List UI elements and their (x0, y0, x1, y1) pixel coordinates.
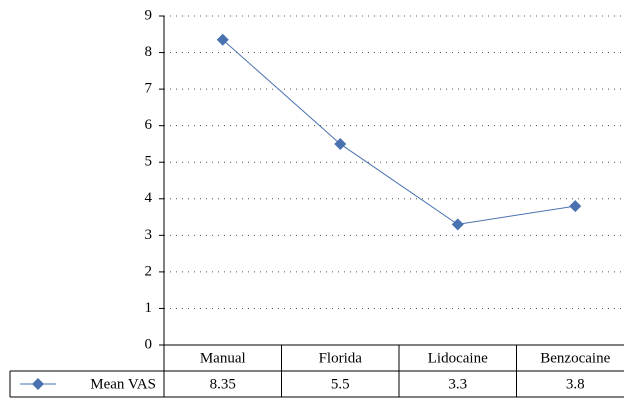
table-value: 3.3 (448, 376, 467, 392)
x-tick-label: Manual (200, 350, 246, 366)
series-line (222, 39, 576, 225)
marker (334, 137, 347, 150)
marker (569, 200, 582, 213)
x-tick-label: Lidocaine (428, 350, 488, 366)
y-tick-label: 2 (145, 263, 153, 279)
y-tick-label: 0 (145, 336, 153, 352)
x-tick-label: Florida (319, 350, 363, 366)
table-value: 5.5 (331, 376, 350, 392)
marker (216, 33, 229, 46)
marker (451, 218, 464, 231)
legend-label: Mean VAS (90, 376, 156, 392)
y-tick-label: 4 (145, 190, 153, 206)
y-tick-label: 3 (145, 227, 153, 243)
x-tick-label: Benzocaine (540, 350, 610, 366)
y-tick-label: 7 (145, 81, 153, 97)
y-tick-label: 9 (145, 7, 153, 23)
legend-marker (32, 378, 44, 390)
y-tick-label: 5 (145, 154, 153, 170)
table-value: 8.35 (210, 376, 236, 392)
y-tick-label: 1 (145, 300, 153, 316)
y-tick-label: 8 (145, 44, 153, 60)
table-value: 3.8 (566, 376, 585, 392)
y-tick-label: 6 (145, 117, 153, 133)
